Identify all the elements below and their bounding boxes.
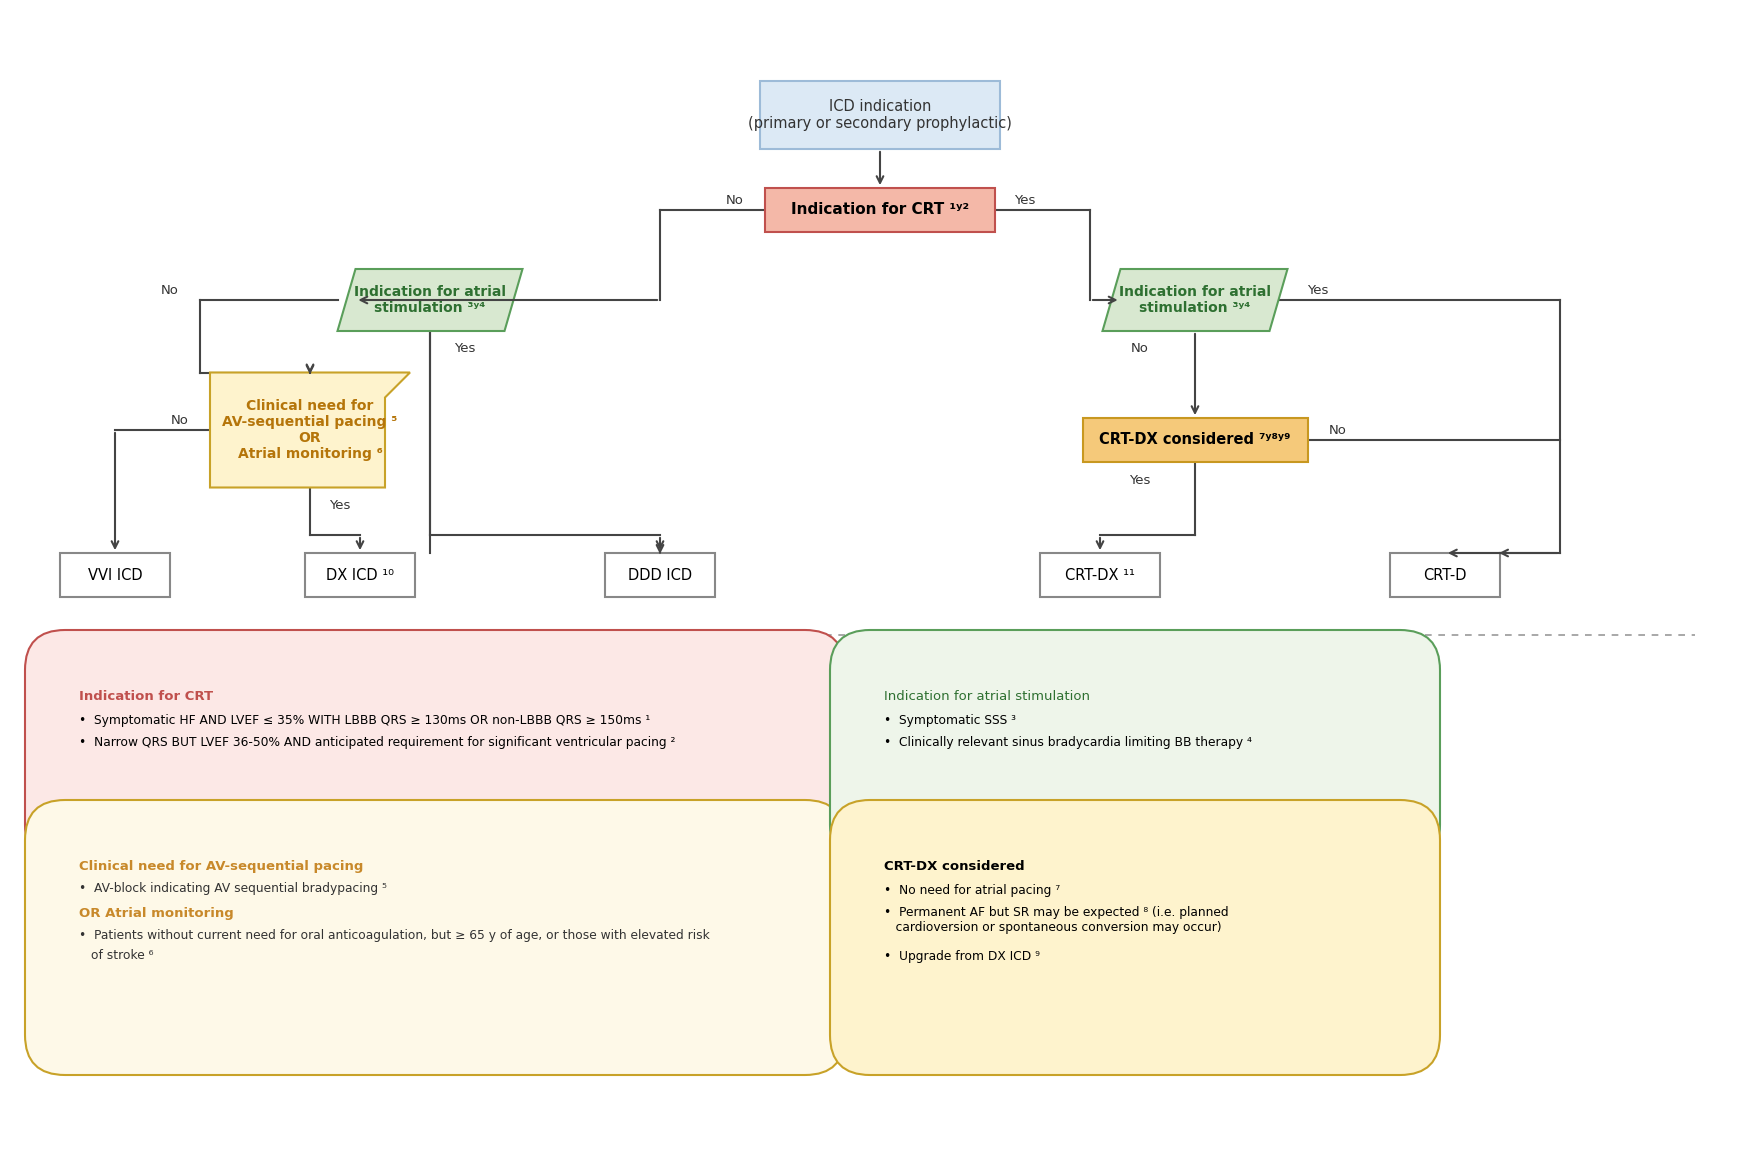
Text: •  Symptomatic HF AND LVEF ≤ 35% WITH LBBB QRS ≥ 130ms OR non-LBBB QRS ≥ 150ms ¹: • Symptomatic HF AND LVEF ≤ 35% WITH LBB… (79, 714, 649, 727)
Text: Clinical need for
AV-sequential pacing ⁵
OR
Atrial monitoring ⁶: Clinical need for AV-sequential pacing ⁵… (222, 399, 398, 461)
FancyBboxPatch shape (831, 800, 1440, 1074)
Text: VVI ICD: VVI ICD (88, 568, 143, 583)
Text: Indication for atrial
stimulation ³ʸ⁴: Indication for atrial stimulation ³ʸ⁴ (354, 285, 507, 316)
Text: ICD indication
(primary or secondary prophylactic): ICD indication (primary or secondary pro… (748, 99, 1012, 131)
Text: Indication for atrial
stimulation ³ʸ⁴: Indication for atrial stimulation ³ʸ⁴ (1119, 285, 1271, 316)
Text: Clinical need for AV-sequential pacing: Clinical need for AV-sequential pacing (79, 860, 363, 873)
Polygon shape (338, 269, 523, 331)
Text: Indication for CRT ¹ʸ²: Indication for CRT ¹ʸ² (790, 203, 970, 217)
Text: No: No (1132, 343, 1149, 355)
Text: Indication for CRT: Indication for CRT (79, 690, 213, 703)
Text: CRT-DX ¹¹: CRT-DX ¹¹ (1065, 568, 1135, 583)
FancyBboxPatch shape (605, 552, 715, 597)
Text: No: No (1329, 423, 1346, 436)
FancyBboxPatch shape (1040, 552, 1160, 597)
FancyBboxPatch shape (25, 630, 845, 865)
Bar (1082, 418, 1308, 462)
Text: of stroke ⁶: of stroke ⁶ (92, 949, 153, 962)
Text: Yes: Yes (1130, 474, 1151, 487)
Text: Yes: Yes (1014, 194, 1035, 206)
Text: DX ICD ¹⁰: DX ICD ¹⁰ (326, 568, 394, 583)
Bar (766, 188, 994, 232)
Text: •  Patients without current need for oral anticoagulation, but ≥ 65 y of age, or: • Patients without current need for oral… (79, 929, 709, 942)
Text: Indication for atrial stimulation: Indication for atrial stimulation (884, 690, 1089, 703)
Polygon shape (1102, 269, 1288, 331)
Text: •  Symptomatic SSS ³: • Symptomatic SSS ³ (884, 714, 1016, 727)
Text: No: No (162, 284, 180, 297)
Text: CRT-D: CRT-D (1424, 568, 1466, 583)
Text: •  No need for atrial pacing ⁷: • No need for atrial pacing ⁷ (884, 884, 1060, 897)
FancyBboxPatch shape (25, 800, 845, 1074)
Text: •  AV-block indicating AV sequential bradypacing ⁵: • AV-block indicating AV sequential brad… (79, 882, 387, 895)
Text: OR Atrial monitoring: OR Atrial monitoring (79, 907, 234, 920)
Text: CRT-DX considered ⁷ʸ⁸ʸ⁹: CRT-DX considered ⁷ʸ⁸ʸ⁹ (1100, 433, 1290, 448)
Text: No: No (171, 414, 188, 427)
Text: No: No (727, 194, 744, 206)
FancyBboxPatch shape (304, 552, 415, 597)
Text: Yes: Yes (454, 343, 475, 355)
Text: •  Upgrade from DX ICD ⁹: • Upgrade from DX ICD ⁹ (884, 950, 1040, 963)
Text: •  Narrow QRS BUT LVEF 36-50% AND anticipated requirement for significant ventri: • Narrow QRS BUT LVEF 36-50% AND anticip… (79, 735, 676, 750)
FancyBboxPatch shape (831, 630, 1440, 865)
Text: Yes: Yes (329, 499, 350, 511)
Polygon shape (209, 373, 410, 488)
Text: DDD ICD: DDD ICD (628, 568, 692, 583)
FancyBboxPatch shape (760, 81, 1000, 149)
Text: CRT-DX considered: CRT-DX considered (884, 860, 1024, 873)
Text: •  Permanent AF but SR may be expected ⁸ (i.e. planned
   cardioversion or spont: • Permanent AF but SR may be expected ⁸ … (884, 906, 1228, 934)
Text: Yes: Yes (1308, 284, 1329, 297)
FancyBboxPatch shape (60, 552, 171, 597)
Text: •  Clinically relevant sinus bradycardia limiting BB therapy ⁴: • Clinically relevant sinus bradycardia … (884, 735, 1251, 750)
FancyBboxPatch shape (1390, 552, 1500, 597)
